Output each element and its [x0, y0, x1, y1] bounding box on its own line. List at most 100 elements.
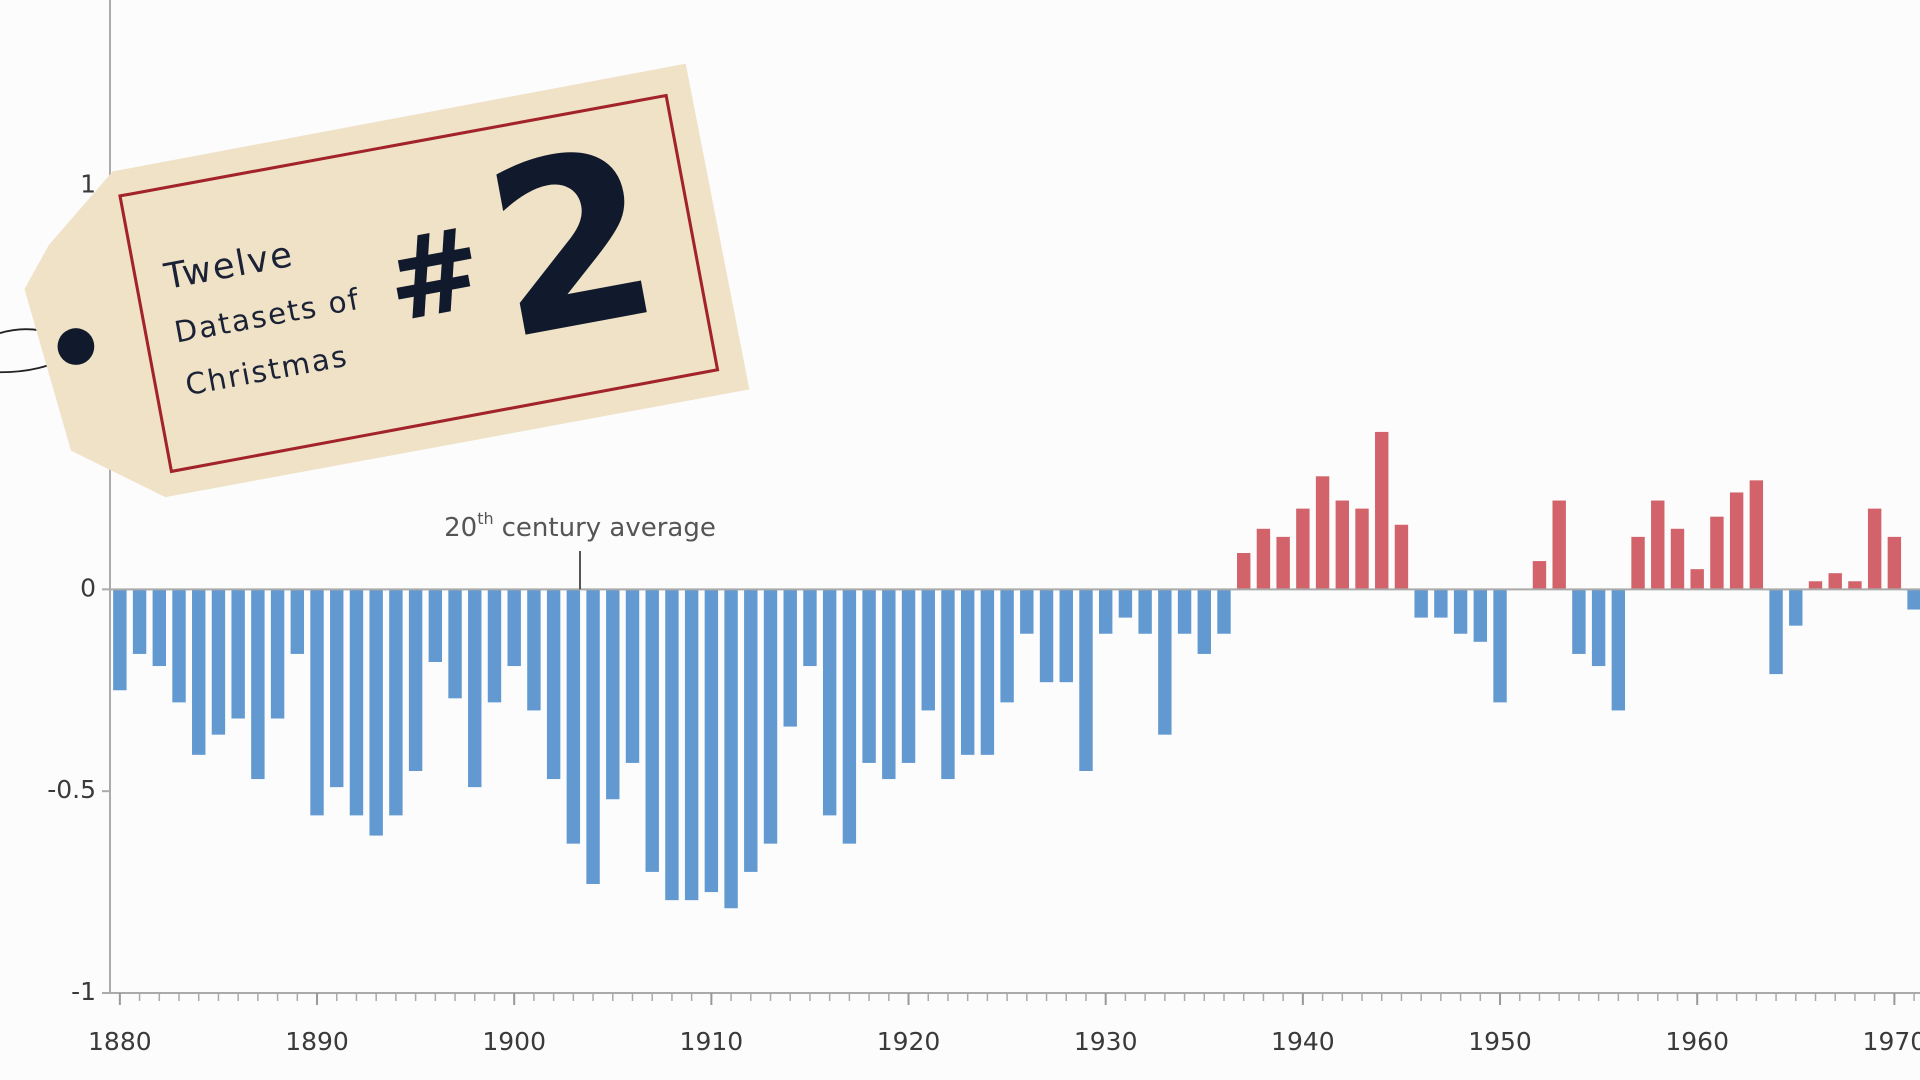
- bar: [1394, 524, 1409, 590]
- bar: [901, 589, 916, 763]
- bar: [783, 589, 797, 727]
- x-tick-label: 1920: [877, 1027, 941, 1056]
- bar: [1355, 508, 1369, 590]
- annotation-text: century average: [502, 513, 716, 543]
- bar: [1315, 476, 1330, 590]
- bar: [862, 589, 876, 763]
- bar: [1276, 536, 1290, 590]
- y-tick-label: -1: [71, 977, 96, 1006]
- bar: [724, 589, 738, 909]
- plot-area: 1 0 -0.5 -1 1880 1890 1900 1910 1920 1930 1940 1950…: [47, 0, 1920, 1056]
- bar: [1867, 508, 1882, 590]
- bar: [1749, 480, 1764, 590]
- bar: [1158, 589, 1172, 735]
- bar: [113, 589, 127, 691]
- bar: [921, 589, 935, 711]
- bar: [1473, 589, 1488, 642]
- bar: [1907, 589, 1920, 610]
- bar: [349, 589, 364, 816]
- bar: [941, 589, 955, 780]
- bar: [527, 589, 541, 711]
- bar: [468, 589, 482, 788]
- bar: [1414, 589, 1428, 618]
- bar: [270, 589, 285, 719]
- bar: [1808, 581, 1823, 590]
- bar: [882, 589, 896, 780]
- bar: [1848, 581, 1862, 590]
- annotation-number: 20: [444, 513, 477, 543]
- bar: [1493, 589, 1507, 703]
- bar: [1079, 589, 1093, 771]
- bar: [1651, 500, 1665, 590]
- bar: [1729, 492, 1744, 590]
- bar: [1591, 589, 1606, 667]
- bar: [980, 589, 995, 755]
- x-tick-label: 1910: [680, 1027, 744, 1056]
- bar: [1020, 589, 1034, 634]
- bar: [1769, 589, 1783, 675]
- bar: [1789, 589, 1803, 626]
- bar: [1039, 589, 1054, 683]
- annotation-suffix: th: [477, 509, 493, 528]
- bar: [487, 589, 502, 703]
- y-tick-label: 1: [80, 170, 96, 199]
- bar: [251, 589, 265, 780]
- bar: [566, 589, 581, 844]
- x-tick-label: 1970: [1863, 1027, 1920, 1056]
- x-tick-label: 1940: [1271, 1027, 1335, 1056]
- bar: [842, 589, 857, 844]
- bar: [172, 589, 186, 703]
- bar: [1532, 561, 1547, 590]
- bar: [211, 589, 226, 735]
- bar: [1710, 516, 1724, 590]
- bar: [1138, 589, 1152, 634]
- y-tick-label: -0.5: [47, 775, 96, 804]
- bar: [1000, 589, 1014, 703]
- bar: [310, 589, 324, 816]
- bar: [1453, 589, 1468, 634]
- bar: [1572, 589, 1586, 654]
- x-tick-label: 1880: [88, 1027, 152, 1056]
- bar: [606, 589, 620, 800]
- bar: [960, 589, 975, 755]
- bar: [586, 589, 600, 885]
- x-tick-label: 1950: [1468, 1027, 1532, 1056]
- bar: [1552, 500, 1566, 590]
- bar: [132, 589, 147, 654]
- tag-border: [118, 93, 720, 474]
- x-tick-label: 1930: [1074, 1027, 1138, 1056]
- bar: [152, 589, 166, 667]
- bar: [1887, 536, 1902, 590]
- bar: [1335, 500, 1350, 590]
- bar: [231, 589, 245, 719]
- tag-hash: #: [376, 201, 493, 348]
- tag-hole: [57, 328, 95, 365]
- bar: [1237, 553, 1251, 590]
- bar: [1670, 528, 1685, 590]
- bar: [448, 589, 462, 699]
- bar: [1690, 569, 1704, 590]
- bar: [625, 589, 640, 763]
- bar: [1375, 431, 1389, 590]
- bar: [763, 589, 778, 844]
- bar: [1118, 589, 1133, 618]
- bar: [803, 589, 817, 667]
- bar: [1197, 589, 1211, 654]
- bar: [369, 589, 383, 836]
- bar: [704, 589, 719, 893]
- y-tick-label: 0: [80, 573, 96, 602]
- bar: [408, 589, 423, 771]
- bar: [645, 589, 659, 872]
- bar: [507, 589, 521, 667]
- annotation: 20th century average: [444, 509, 716, 543]
- bar: [1611, 589, 1626, 711]
- bar: [822, 589, 837, 816]
- bar: [1256, 528, 1271, 590]
- bar: [290, 589, 305, 654]
- bar: [428, 589, 443, 662]
- x-tick-label: 1890: [285, 1027, 349, 1056]
- bar: [1217, 589, 1231, 634]
- gift-tag: Twelve Datasets of Christmas # 2: [0, 63, 750, 498]
- bar: [1177, 589, 1192, 634]
